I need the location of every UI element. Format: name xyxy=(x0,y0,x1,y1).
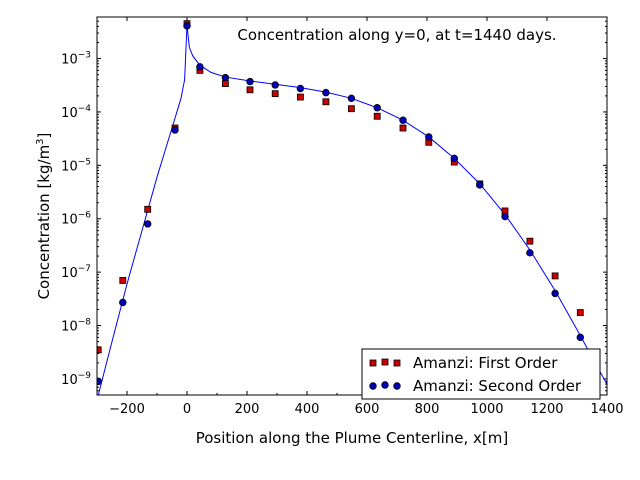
legend-label-first-order: Amanzi: First Order xyxy=(413,354,558,372)
y-tick-label-exponent: −9 xyxy=(78,371,92,381)
point-second-order xyxy=(347,94,356,103)
x-ticks: −200 0 200 400 600 800 1000 1200 1400 xyxy=(96,17,624,417)
y-tick-label: 10−8 xyxy=(61,318,91,335)
y-tick-label: 10−5 xyxy=(61,157,91,174)
legend-marker-first-order-3 xyxy=(393,359,401,367)
point-first-order xyxy=(347,105,355,113)
point-first-order xyxy=(296,93,304,101)
y-tick-label: 10−4 xyxy=(61,104,91,121)
point-second-order xyxy=(171,126,179,134)
point-first-order xyxy=(246,86,254,94)
legend-label-second-order: Amanzi: Second Order xyxy=(413,377,582,395)
x-tick-label: 200 xyxy=(235,402,260,417)
point-second-order xyxy=(296,84,305,93)
x-tick-label: 1000 xyxy=(470,402,503,417)
y-tick-label-exponent: −3 xyxy=(78,51,91,61)
point-second-order xyxy=(501,212,509,221)
point-second-order xyxy=(119,298,127,307)
point-second-order xyxy=(143,220,152,228)
point-first-order xyxy=(144,205,152,213)
data-marks xyxy=(97,20,607,395)
point-second-order xyxy=(399,116,407,124)
legend-entry-second-order: Amanzi: Second Order xyxy=(369,377,582,395)
point-first-order xyxy=(373,112,381,120)
x-tick-label: 400 xyxy=(295,402,320,417)
legend-marker-second-order-1 xyxy=(369,382,377,390)
x-tick-label: 1200 xyxy=(530,402,563,417)
x-tick-label: 600 xyxy=(355,402,380,417)
point-first-order xyxy=(221,80,229,87)
point-first-order xyxy=(271,90,279,98)
series-line-analytic xyxy=(97,25,607,395)
point-second-order xyxy=(551,289,559,298)
chart-annotation: Concentration along y=0, at t=1440 days. xyxy=(237,26,556,44)
y-tick-label-base: 10 xyxy=(61,266,78,281)
y-tick-label: 10−6 xyxy=(61,211,91,228)
point-second-order xyxy=(196,63,204,71)
y-axis-label-sup: 3 xyxy=(35,138,46,144)
y-tick-label-base: 10 xyxy=(61,53,78,68)
legend-marker-second-order-2 xyxy=(381,381,389,389)
plot-frame xyxy=(96,16,608,396)
legend-entry-first-order: Amanzi: First Order xyxy=(369,354,558,372)
y-axis-label-end: ] xyxy=(35,133,53,139)
y-tick-label: 10−3 xyxy=(61,51,91,68)
x-axis-label: Position along the Plume Centerline, x[m… xyxy=(196,429,509,447)
y-tick-label-exponent: −4 xyxy=(78,104,92,114)
y-axis-label: Concentration [kg/m3] xyxy=(35,133,53,300)
x-tick-label: 1400 xyxy=(590,402,623,417)
point-second-order xyxy=(425,133,433,141)
y-tick-label-base: 10 xyxy=(61,159,78,174)
x-tick-label: −200 xyxy=(109,402,145,417)
y-tick-label-exponent: −5 xyxy=(78,157,91,167)
y-tick-label: 10−9 xyxy=(61,371,91,388)
y-tick-label-base: 10 xyxy=(61,106,78,121)
point-second-order xyxy=(450,154,458,163)
point-second-order xyxy=(526,249,534,257)
point-first-order xyxy=(551,272,559,280)
y-tick-label: 10−7 xyxy=(61,264,91,281)
point-second-order xyxy=(576,333,584,342)
legend-marker-first-order-2 xyxy=(381,358,389,366)
y-tick-label-base: 10 xyxy=(61,320,78,335)
y-tick-label-base: 10 xyxy=(61,373,78,388)
legend-marker-first-order-1 xyxy=(369,359,377,367)
y-axis-label-main: Concentration [kg/m xyxy=(35,145,53,300)
point-second-order xyxy=(183,22,191,30)
point-first-order xyxy=(119,277,127,284)
point-first-order xyxy=(322,98,330,106)
y-tick-label-exponent: −7 xyxy=(78,264,91,274)
point-first-order xyxy=(526,237,534,245)
point-second-order xyxy=(322,88,330,97)
plot-area xyxy=(97,17,607,395)
y-tick-label-exponent: −8 xyxy=(78,318,92,328)
x-tick-label: 0 xyxy=(183,402,191,417)
point-first-order xyxy=(97,346,102,354)
point-second-order xyxy=(373,104,381,112)
legend-marker-second-order-3 xyxy=(393,382,401,390)
point-second-order xyxy=(97,377,102,386)
y-tick-label-base: 10 xyxy=(61,213,78,228)
y-tick-label-exponent: −6 xyxy=(78,211,92,221)
legend-frame xyxy=(361,348,601,400)
point-first-order xyxy=(576,309,584,316)
x-tick-label: 800 xyxy=(415,402,440,417)
point-second-order xyxy=(476,181,484,189)
point-second-order xyxy=(221,73,230,82)
point-second-order xyxy=(271,81,279,89)
point-first-order xyxy=(399,124,407,132)
legend: Amanzi: First Order Amanzi: Second Order xyxy=(361,348,601,400)
point-second-order xyxy=(246,77,254,86)
